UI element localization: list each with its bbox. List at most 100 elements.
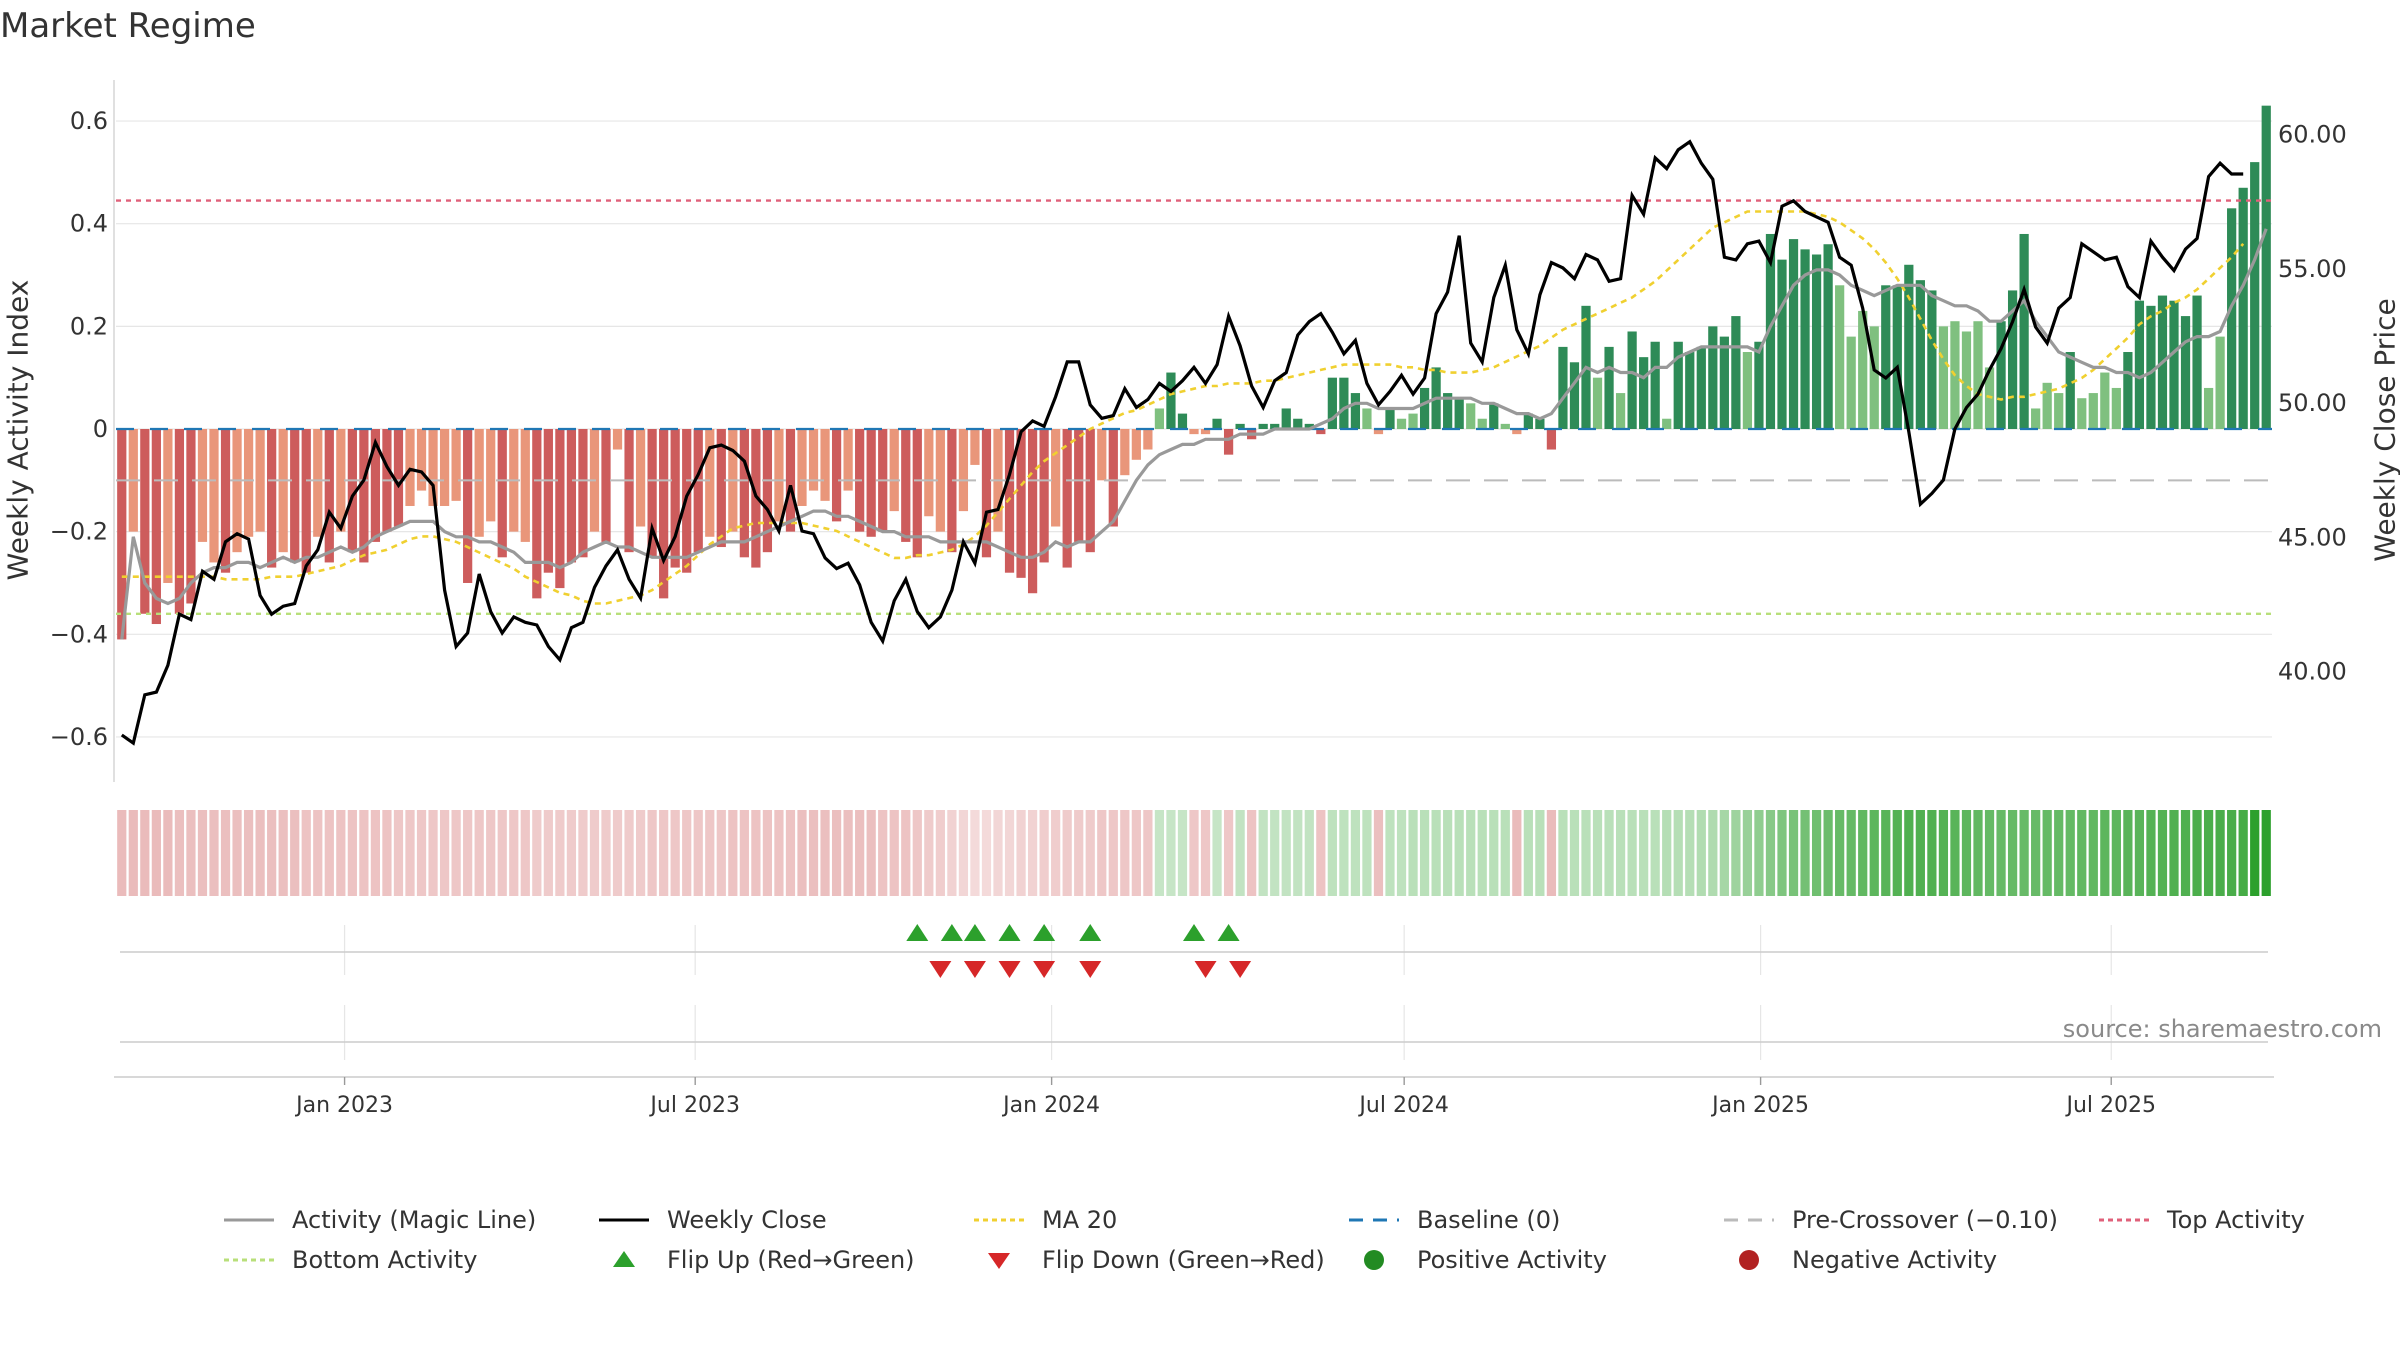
flip-down-marker xyxy=(929,961,952,978)
heat-cell xyxy=(336,810,346,896)
activity-bar xyxy=(532,429,542,599)
heat-cell xyxy=(2100,810,2110,896)
heat-cell xyxy=(1788,810,1799,896)
y-tick-label: −0.2 xyxy=(50,518,108,546)
activity-bar xyxy=(1731,316,1741,429)
legend-label: Positive Activity xyxy=(1417,1246,1607,1274)
heat-cell xyxy=(624,810,634,896)
heat-cell xyxy=(2042,810,2052,896)
activity-bar xyxy=(2134,300,2145,429)
heat-cell xyxy=(1500,810,1510,896)
activity-bar xyxy=(1973,321,1983,429)
heat-cell xyxy=(1835,810,1845,896)
activity-bar xyxy=(1270,423,1280,429)
activity-bar xyxy=(624,429,634,553)
heat-cell xyxy=(1535,810,1545,896)
legend-item: Bottom Activity xyxy=(220,1245,595,1275)
heat-cell xyxy=(705,810,715,896)
activity-bar xyxy=(831,429,842,522)
activity-bar xyxy=(451,429,461,501)
heat-cell xyxy=(128,810,138,896)
activity-bar xyxy=(1984,367,1995,429)
activity-bar xyxy=(981,429,992,558)
activity-bar xyxy=(243,429,254,537)
activity-bar xyxy=(1996,321,2006,429)
activity-bar xyxy=(1131,429,1141,460)
activity-bar xyxy=(1892,285,1902,429)
activity-bar xyxy=(336,429,346,532)
heat-cell xyxy=(255,810,265,896)
heat-cell xyxy=(278,810,288,896)
heat-cell xyxy=(1754,810,1764,896)
heat-cell xyxy=(497,810,507,896)
heat-cell xyxy=(970,810,980,896)
heat-cell xyxy=(958,810,969,896)
heat-cell xyxy=(612,810,623,896)
legend-item: Activity (Magic Line) xyxy=(220,1205,595,1235)
activity-bar xyxy=(1166,372,1176,429)
heat-cell xyxy=(2146,810,2156,896)
activity-bar xyxy=(555,429,565,589)
activity-bar xyxy=(1051,429,1061,527)
activity-bar xyxy=(1662,418,1672,429)
activity-bar xyxy=(1223,429,1234,455)
legend-label: Bottom Activity xyxy=(292,1246,478,1274)
heat-cell xyxy=(474,810,484,896)
activity-bar xyxy=(1915,280,1925,429)
heat-cell xyxy=(2123,810,2133,896)
heat-cell xyxy=(1558,810,1568,896)
activity-bar xyxy=(1177,413,1188,429)
heat-cell xyxy=(1373,810,1384,896)
activity-bar xyxy=(405,429,415,506)
heat-cell xyxy=(2169,810,2179,896)
activity-bar xyxy=(935,429,945,532)
activity-bar xyxy=(290,429,300,563)
heat-cell xyxy=(739,810,749,896)
heat-cell xyxy=(1166,810,1176,896)
activity-bar xyxy=(1858,310,1868,429)
heat-cell xyxy=(209,810,219,896)
x-tick-label: Jan 2024 xyxy=(1001,1093,1100,1118)
heat-cell xyxy=(197,810,208,896)
heat-cell xyxy=(1327,810,1337,896)
activity-bar xyxy=(1823,244,1833,429)
activity-bar xyxy=(1016,429,1026,578)
heat-cell xyxy=(2054,810,2064,896)
activity-bar xyxy=(1846,336,1856,429)
activity-bar xyxy=(1708,326,1718,429)
heat-cell xyxy=(1143,810,1153,896)
heat-cell xyxy=(2157,810,2168,896)
heat-cell xyxy=(2227,810,2237,896)
heat-cell xyxy=(820,810,830,896)
heat-cell xyxy=(1673,810,1683,896)
heat-cell xyxy=(993,810,1003,896)
activity-bar xyxy=(1673,341,1683,429)
heat-cell xyxy=(1581,810,1591,896)
heat-cell xyxy=(1293,810,1303,896)
activity-bar xyxy=(693,429,703,553)
heat-cell xyxy=(1408,810,1418,896)
activity-bar xyxy=(670,429,680,568)
heat-cell xyxy=(751,810,761,896)
activity-bar xyxy=(797,429,807,506)
heat-cell xyxy=(232,810,242,896)
activity-bar xyxy=(301,429,311,573)
legend-item: Pre-Crossover (−0.10) xyxy=(1720,1205,2095,1235)
activity-bar xyxy=(785,429,796,532)
heat-cell xyxy=(2019,810,2029,896)
heat-cell xyxy=(1316,810,1326,896)
legend-swatch xyxy=(599,1218,649,1222)
y-tick-label-right: 60.00 xyxy=(2278,121,2347,149)
legend-swatch xyxy=(988,1253,1010,1269)
activity-bar xyxy=(566,429,577,563)
activity-bar xyxy=(486,429,496,522)
activity-bar xyxy=(1212,418,1222,429)
heat-cell xyxy=(555,810,565,896)
heat-cell xyxy=(1097,810,1107,896)
activity-bar xyxy=(901,429,911,542)
flip-down-marker xyxy=(1194,961,1217,978)
activity-bar xyxy=(2238,187,2248,429)
heat-cell xyxy=(151,810,161,896)
heat-cell xyxy=(405,810,415,896)
activity-bar xyxy=(1927,290,1937,429)
